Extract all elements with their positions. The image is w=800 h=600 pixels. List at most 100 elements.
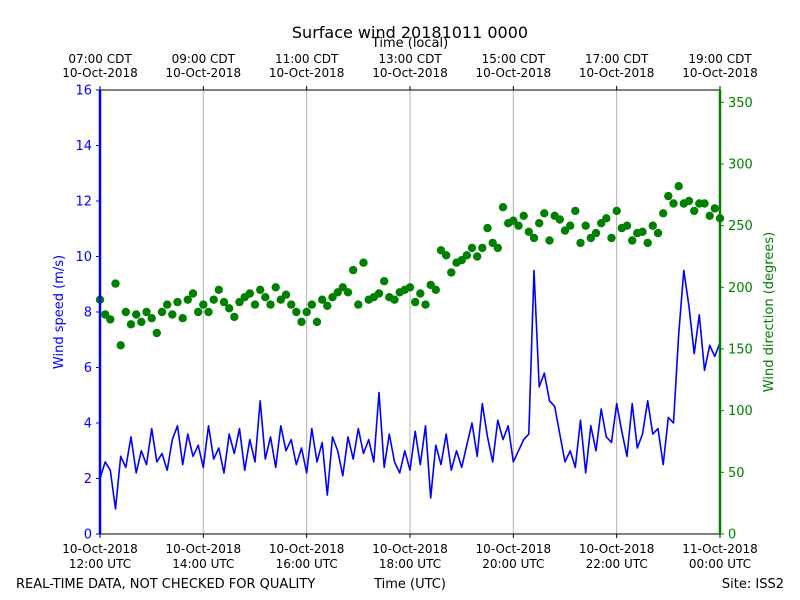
- left-tick-label: 4: [84, 417, 92, 432]
- wind-direction-point: [137, 317, 146, 327]
- wind-direction-point: [359, 258, 368, 267]
- wind-direction-point: [266, 300, 275, 309]
- top-axis-label: Time (local): [371, 36, 448, 51]
- wind-direction-point: [281, 290, 291, 299]
- wind-direction-point: [498, 203, 508, 212]
- wind-direction-point: [121, 307, 130, 317]
- wind-direction-point: [669, 199, 678, 208]
- wind-direction-point: [473, 252, 482, 261]
- wind-direction-point: [152, 328, 161, 338]
- bottom-tick-label: 10-Oct-2018: [166, 542, 242, 556]
- wind-direction-point: [416, 289, 425, 298]
- quality-disclaimer: REAL-TIME DATA, NOT CHECKED FOR QUALITY: [16, 577, 315, 592]
- top-tick-label: 10-Oct-2018: [476, 66, 552, 80]
- wind-direction-point: [421, 300, 430, 309]
- wind-speed-series: [99, 269, 721, 510]
- top-tick-label: 10-Oct-2018: [269, 66, 345, 80]
- wind-direction-point: [628, 236, 637, 245]
- wind-direction-point: [648, 221, 657, 230]
- wind-direction-point: [219, 297, 229, 307]
- wind-direction-point: [545, 236, 554, 245]
- wind-direction-point: [705, 211, 714, 220]
- top-tick-label: 19:00 CDT: [688, 52, 752, 66]
- wind-direction-point: [529, 233, 539, 243]
- top-tick-label: 11:00 CDT: [275, 52, 339, 66]
- left-tick-label: 12: [75, 195, 92, 210]
- top-tick-label: 10-Oct-2018: [62, 66, 138, 80]
- wind-direction-point: [540, 209, 549, 218]
- wind-direction-point: [287, 300, 296, 309]
- wind-direction-point: [261, 293, 270, 302]
- wind-direction-point: [519, 211, 528, 220]
- wind-direction-point: [178, 314, 187, 323]
- wind-direction-point: [700, 199, 709, 208]
- left-tick-label: 0: [84, 528, 92, 543]
- wind-direction-point: [188, 289, 198, 298]
- wind-direction-point: [602, 214, 611, 223]
- wind-direction-point: [478, 243, 487, 253]
- top-tick-label: 10-Oct-2018: [682, 66, 758, 80]
- bottom-tick-label: 22:00 UTC: [586, 557, 648, 571]
- left-tick-label: 2: [84, 472, 92, 487]
- wind-direction-point: [684, 196, 694, 206]
- top-tick-label: 15:00 CDT: [482, 52, 546, 66]
- right-axis-ticks: 0 50 100 150 200 250 300 350: [720, 96, 753, 543]
- wind-direction-point: [111, 279, 120, 288]
- left-tick-label: 14: [75, 139, 92, 154]
- wind-direction-series: [95, 182, 725, 350]
- bottom-tick-label: 16:00 UTC: [276, 557, 338, 571]
- wind-direction-point: [256, 285, 265, 294]
- wind-direction-point: [571, 206, 580, 216]
- wind-direction-point: [297, 317, 306, 327]
- wind-direction-point: [514, 221, 523, 230]
- top-tick-label: 07:00 CDT: [68, 52, 132, 66]
- wind-direction-point: [142, 307, 151, 317]
- bottom-tick-label: 10-Oct-2018: [579, 542, 655, 556]
- bottom-tick-label: 12:00 UTC: [69, 557, 131, 571]
- bottom-tick-label: 10-Oct-2018: [269, 542, 345, 556]
- wind-direction-point: [442, 251, 451, 260]
- right-tick-label: 250: [728, 219, 753, 234]
- right-tick-label: 0: [728, 528, 736, 543]
- right-tick-label: 300: [728, 158, 753, 173]
- wind-direction-point: [436, 246, 446, 255]
- wind-direction-point: [690, 206, 699, 216]
- wind-direction-point: [204, 307, 213, 317]
- wind-direction-point: [405, 283, 415, 292]
- top-tick-label: 10-Oct-2018: [166, 66, 242, 80]
- wind-direction-point: [659, 209, 668, 218]
- wind-direction-point: [338, 283, 347, 292]
- top-tick-label: 10-Oct-2018: [579, 66, 655, 80]
- wind-speed-line: [99, 269, 721, 510]
- wind-direction-point: [245, 289, 254, 298]
- wind-direction-point: [302, 307, 311, 317]
- wind-direction-point: [116, 341, 125, 350]
- wind-direction-point: [483, 223, 492, 233]
- bottom-tick-label: 10-Oct-2018: [62, 542, 138, 556]
- wind-direction-point: [230, 312, 239, 322]
- wind-direction-point: [209, 295, 218, 304]
- left-tick-label: 10: [75, 250, 92, 265]
- wind-direction-point: [106, 315, 115, 324]
- wind-direction-point: [622, 221, 632, 230]
- wind-direction-point: [250, 300, 260, 309]
- left-axis-ticks: 0 2 4 6 8 10 12 14 16: [75, 84, 100, 543]
- wind-direction-point: [194, 307, 203, 317]
- top-tick-label: 13:00 CDT: [378, 52, 442, 66]
- right-tick-label: 50: [728, 466, 745, 481]
- right-axis-label: Wind direction (degrees): [762, 232, 777, 392]
- left-tick-label: 8: [84, 306, 92, 321]
- bottom-tick-label: 10-Oct-2018: [476, 542, 552, 556]
- wind-direction-point: [199, 300, 208, 309]
- right-tick-label: 150: [728, 343, 753, 358]
- left-axis-label: Wind speed (m/s): [52, 255, 67, 369]
- wind-direction-point: [447, 268, 456, 277]
- wind-direction-point: [292, 307, 301, 317]
- wind-direction-point: [323, 301, 332, 310]
- wind-direction-point: [276, 295, 285, 304]
- wind-direction-point: [638, 227, 647, 236]
- wind-direction-point: [354, 300, 363, 309]
- wind-direction-point: [643, 238, 652, 248]
- wind-direction-point: [132, 310, 141, 319]
